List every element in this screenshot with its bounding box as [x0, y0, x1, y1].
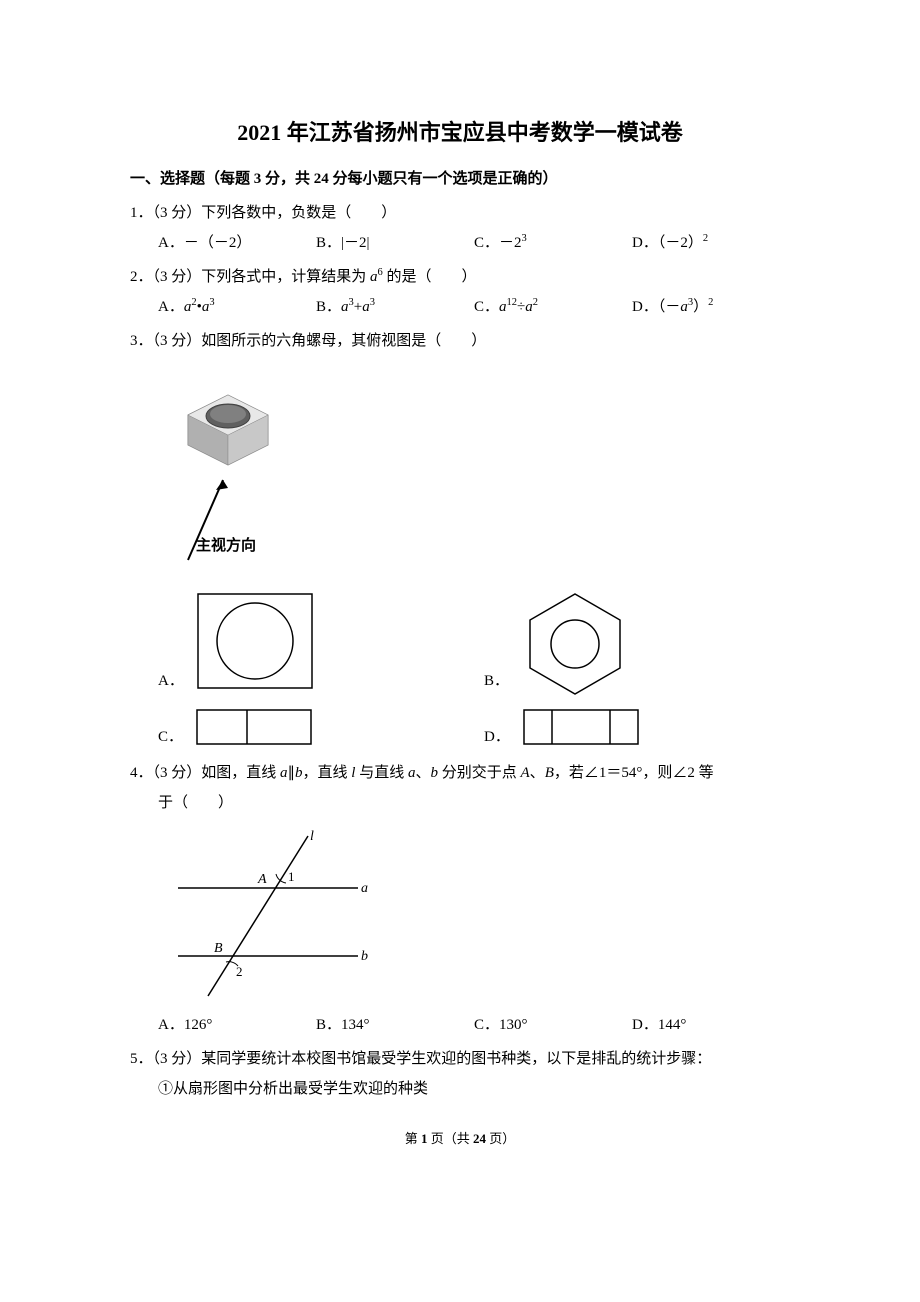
q4f-a: a	[361, 881, 368, 896]
q3-opt-a-label: A．	[158, 666, 184, 696]
q3-opt-a-icon	[190, 586, 320, 696]
q2b-s2: 3	[370, 297, 375, 308]
q2d-s2: 2	[708, 297, 713, 308]
q2c-pre: C．	[474, 299, 499, 315]
exam-page: 2021 年江苏省扬州市宝应县中考数学一模试卷 一、选择题（每题 3 分，共 2…	[0, 0, 920, 1187]
q4-stem-line2: 于（ ）	[130, 788, 790, 818]
q4-opt-c: C．130°	[474, 1010, 632, 1040]
q1-c-pre: C．－2	[474, 235, 522, 251]
q4-p7: ，若∠1＝54°，则∠2 等	[554, 765, 714, 781]
q2b-pre: B．	[316, 299, 341, 315]
q2d-mid: ）	[693, 299, 708, 315]
footer-total: 24	[473, 1131, 486, 1146]
q2-stem-pre: 2．（3 分）下列各式中，计算结果为	[130, 269, 370, 285]
footer-mid: 页（共	[427, 1131, 473, 1146]
q2-options: A．a2•a3 B．a3+a3 C．a12÷a2 D．（－a3）2	[130, 292, 790, 322]
hex-nut-icon: 主视方向	[158, 370, 298, 580]
q4-options: A．126° B．134° C．130° D．144°	[130, 1010, 790, 1040]
q2c-mid: ÷	[517, 299, 525, 315]
q4f-b: b	[361, 949, 368, 964]
q1-options: A．－（－2） B．|－2| C．－23 D．（－2）2	[130, 228, 790, 258]
section-heading: 一、选择题（每题 3 分，共 24 分每小题只有一个选项是正确的）	[130, 167, 790, 188]
q4-p1: 4．（3 分）如图，直线	[130, 765, 280, 781]
q4f-1: 1	[288, 869, 295, 884]
q4-stem-line1: 4．（3 分）如图，直线 a∥b，直线 l 与直线 a、b 分别交于点 A、B，…	[130, 758, 790, 788]
q2d-v1: a	[680, 299, 688, 315]
q2-stem-post: 的是（ ）	[383, 269, 477, 285]
question-3: 3．（3 分）如图所示的六角螺母，其俯视图是（ ） 主视方向 A．	[130, 326, 790, 752]
q2d-pre: D．（－	[632, 299, 680, 315]
q4f-l: l	[310, 829, 314, 844]
q3-opt-b-label: B．	[484, 666, 509, 696]
footer-post: 页）	[486, 1131, 515, 1146]
question-1: 1．（3 分）下列各数中，负数是（ ） A．－（－2） B．|－2| C．－23…	[130, 198, 790, 258]
question-4: 4．（3 分）如图，直线 a∥b，直线 l 与直线 a、b 分别交于点 A、B，…	[130, 758, 790, 1040]
page-footer: 第 1 页（共 24 页）	[130, 1128, 790, 1147]
q4-p2: ，直线	[303, 765, 352, 781]
q4-opt-a: A．126°	[158, 1010, 316, 1040]
q4f-B: B	[214, 941, 223, 956]
q1-opt-d: D．（－2）2	[632, 228, 790, 258]
q4-vA: A	[521, 765, 530, 781]
parallel-lines-icon: l a b A B 1 2	[158, 826, 368, 1006]
q4-p6: 、	[530, 765, 545, 781]
footer-pre: 第	[405, 1131, 421, 1146]
q2b-v2: a	[362, 299, 370, 315]
q5-stem: 5．（3 分）某同学要统计本校图书馆最受学生欢迎的图书种类，以下是排乱的统计步骤…	[130, 1044, 790, 1074]
q3-opt-c-icon	[189, 702, 319, 752]
q2-stem: 2．（3 分）下列各式中，计算结果为 a6 的是（ ）	[130, 262, 790, 292]
q4-figure: l a b A B 1 2	[158, 826, 790, 1006]
q2-opt-c: C．a12÷a2	[474, 292, 632, 322]
q4f-2: 2	[236, 964, 243, 979]
q1-d-pre: D．（－2）	[632, 235, 703, 251]
q1-opt-c: C．－23	[474, 228, 632, 258]
q1-opt-b: B．|－2|	[316, 228, 474, 258]
q5-step1: ①从扇形图中分析出最受学生欢迎的种类	[130, 1074, 790, 1104]
q2b-v1: a	[341, 299, 349, 315]
q3-opt-b-icon	[515, 586, 635, 696]
q2-opt-a: A．a2•a3	[158, 292, 316, 322]
exam-title: 2021 年江苏省扬州市宝应县中考数学一模试卷	[130, 115, 790, 147]
q4-par: ∥	[288, 765, 296, 781]
q2c-v1: a	[499, 299, 507, 315]
q3-row-ab: A． B．	[158, 586, 790, 696]
q3-opt-d-label: D．	[484, 722, 510, 752]
q4-opt-d: D．144°	[632, 1010, 790, 1040]
q4f-A: A	[257, 872, 267, 887]
q4-opt-b: B．134°	[316, 1010, 474, 1040]
q3-opt-c-wrap: C．	[158, 702, 464, 752]
q3-opt-a-wrap: A．	[158, 586, 464, 696]
q2c-s1: 12	[507, 297, 518, 308]
q4-va1: a	[280, 765, 288, 781]
q4-vb2: b	[430, 765, 438, 781]
q1-c-sup: 3	[522, 233, 527, 244]
q4-vB: B	[545, 765, 554, 781]
q3-stem: 3．（3 分）如图所示的六角螺母，其俯视图是（ ）	[130, 326, 790, 356]
q2c-v2: a	[525, 299, 533, 315]
q2-opt-d: D．（－a3）2	[632, 292, 790, 322]
q1-opt-a: A．－（－2）	[158, 228, 316, 258]
q2-opt-b: B．a3+a3	[316, 292, 474, 322]
q3-opt-b-wrap: B．	[484, 586, 790, 696]
q4-p5: 分别交于点	[438, 765, 521, 781]
q4-p4: 、	[415, 765, 430, 781]
q3-nut-figure: 主视方向	[158, 370, 790, 580]
q3-opt-c-label: C．	[158, 722, 183, 752]
q1-stem: 1．（3 分）下列各数中，负数是（ ）	[130, 198, 790, 228]
q2a-s2: 3	[209, 297, 214, 308]
question-5: 5．（3 分）某同学要统计本校图书馆最受学生欢迎的图书种类，以下是排乱的统计步骤…	[130, 1044, 790, 1104]
q4-vb1: b	[295, 765, 303, 781]
q4-p3: 与直线	[355, 765, 408, 781]
q1-d-sup: 2	[703, 233, 708, 244]
q3-opt-d-wrap: D．	[484, 702, 790, 752]
q2b-mid: +	[354, 299, 362, 315]
q2a-pre: A．	[158, 299, 184, 315]
q3-row-cd: C． D．	[158, 702, 790, 752]
q3-opt-d-icon	[516, 702, 646, 752]
question-2: 2．（3 分）下列各式中，计算结果为 a6 的是（ ） A．a2•a3 B．a3…	[130, 262, 790, 322]
q2-stem-var: a	[370, 269, 378, 285]
view-direction-label: 主视方向	[196, 536, 256, 554]
q2c-s2: 2	[533, 297, 538, 308]
